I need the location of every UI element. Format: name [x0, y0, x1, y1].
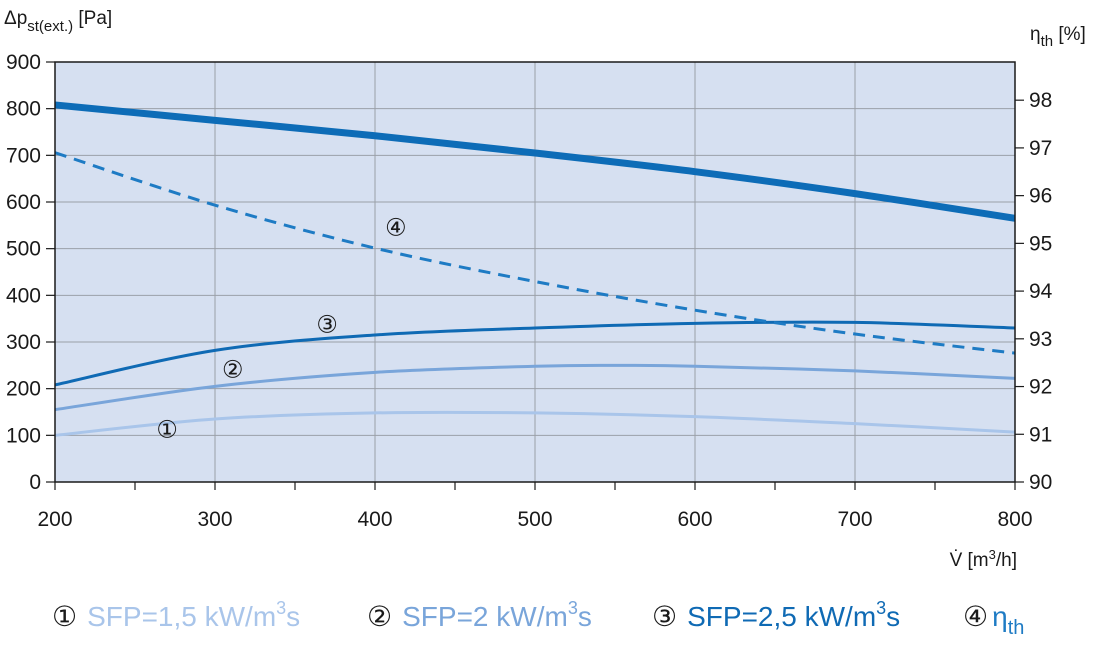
legend-item-3: ③ SFP=2,5 kW/m3s — [652, 598, 900, 633]
curve-marker-3: ③ — [316, 310, 338, 338]
x-title-symbol: V̇ — [950, 550, 963, 571]
y-right-title-main: η — [1030, 24, 1041, 45]
legend-sup-1: 3 — [276, 598, 286, 618]
legend-item-2: ② SFP=2 kW/m3s — [367, 598, 592, 633]
y-left-title-main: Δp — [4, 8, 27, 29]
legend-sup-2: 3 — [568, 598, 578, 618]
legend-marker-3: ③ — [652, 600, 677, 633]
legend-label-2: SFP=2 kW/m — [402, 601, 568, 632]
y-left-tick-label-100: 100 — [6, 424, 41, 447]
y-right-tick-label-94: 94 — [1029, 280, 1053, 303]
y-left-title-sub: st(ext.) — [27, 18, 73, 35]
legend-label-3: SFP=2,5 kW/m — [687, 601, 876, 632]
legend-marker-2: ② — [367, 600, 392, 633]
legend-sup-3: 3 — [876, 598, 886, 618]
ticks-group: 200 300 400 500 600 700 800 0 100 200 300 400 500 600… — [6, 51, 1053, 531]
curve-marker-2: ② — [222, 356, 244, 384]
y-left-tick-label-900: 900 — [6, 51, 41, 74]
y-right-tick-label-95: 95 — [1029, 232, 1052, 255]
y-right-title-sub: th — [1041, 33, 1054, 50]
legend-label-1: SFP=1,5 kW/m — [87, 601, 276, 632]
annotations-group: ① ② ③ ④ — [156, 214, 406, 444]
x-tick-label-300: 300 — [197, 508, 232, 531]
series-group — [54, 101, 1016, 437]
series-line-3 — [54, 320, 1016, 387]
y-left-tick-label-200: 200 — [6, 378, 41, 401]
x-tick-label-400: 400 — [357, 508, 392, 531]
curve-marker-4: ④ — [385, 214, 407, 242]
y-right-tick-label-92: 92 — [1029, 376, 1052, 399]
y-left-title-unit: [Pa] — [73, 8, 112, 29]
y-right-tick-label-97: 97 — [1029, 137, 1052, 160]
legend: ① SFP=1,5 kW/m3s ② SFP=2 kW/m3s ③ SFP=2,5 k… — [52, 598, 1024, 639]
y-right-tick-label-98: 98 — [1029, 89, 1052, 112]
legend-item-4: ④ ηth — [963, 600, 1024, 639]
y-right-tick-label-91: 91 — [1029, 423, 1052, 446]
x-tick-label-700: 700 — [837, 508, 872, 531]
series-line-4 — [54, 151, 1016, 355]
x-tick-label-800: 800 — [997, 508, 1032, 531]
curve-marker-1: ① — [156, 415, 178, 443]
legend-tail-2: s — [578, 601, 592, 632]
y-left-tick-label-600: 600 — [6, 191, 41, 214]
legend-tail-1: s — [286, 601, 300, 632]
x-tick-label-200: 200 — [37, 508, 72, 531]
legend-marker-1: ① — [52, 600, 77, 633]
legend-label-4: η — [992, 601, 1008, 632]
y-left-tick-label-0: 0 — [29, 471, 41, 494]
y-left-tick-label-400: 400 — [6, 284, 41, 307]
x-tick-label-500: 500 — [517, 508, 552, 531]
legend-tail-3: s — [886, 601, 900, 632]
y-left-title: Δpst(ext.) [Pa] — [4, 8, 112, 35]
y-right-tick-label-96: 96 — [1029, 185, 1052, 208]
y-left-tick-label-800: 800 — [6, 98, 41, 121]
y-right-tick-label-93: 93 — [1029, 328, 1052, 351]
series-line-max — [54, 101, 1016, 222]
x-title: V̇ [m3/h] — [950, 547, 1017, 571]
legend-item-1: ① SFP=1,5 kW/m3s — [52, 598, 300, 633]
legend-marker-4: ④ — [963, 600, 988, 633]
x-title-unit-sup: 3 — [989, 547, 996, 562]
y-right-tick-label-90: 90 — [1029, 471, 1052, 494]
x-title-unit-pre: [m — [962, 550, 988, 571]
y-right-title-unit: [%] — [1053, 24, 1086, 45]
x-title-unit-post: /h] — [996, 550, 1017, 571]
y-left-tick-label-300: 300 — [6, 331, 41, 354]
x-tick-label-600: 600 — [677, 508, 712, 531]
y-left-tick-label-700: 700 — [6, 144, 41, 167]
series-line-1 — [54, 410, 1016, 437]
legend-sub-4: th — [1008, 617, 1025, 639]
y-right-title: ηth [%] — [1030, 24, 1086, 50]
y-left-tick-label-500: 500 — [6, 238, 41, 261]
series-line-2 — [54, 363, 1016, 412]
